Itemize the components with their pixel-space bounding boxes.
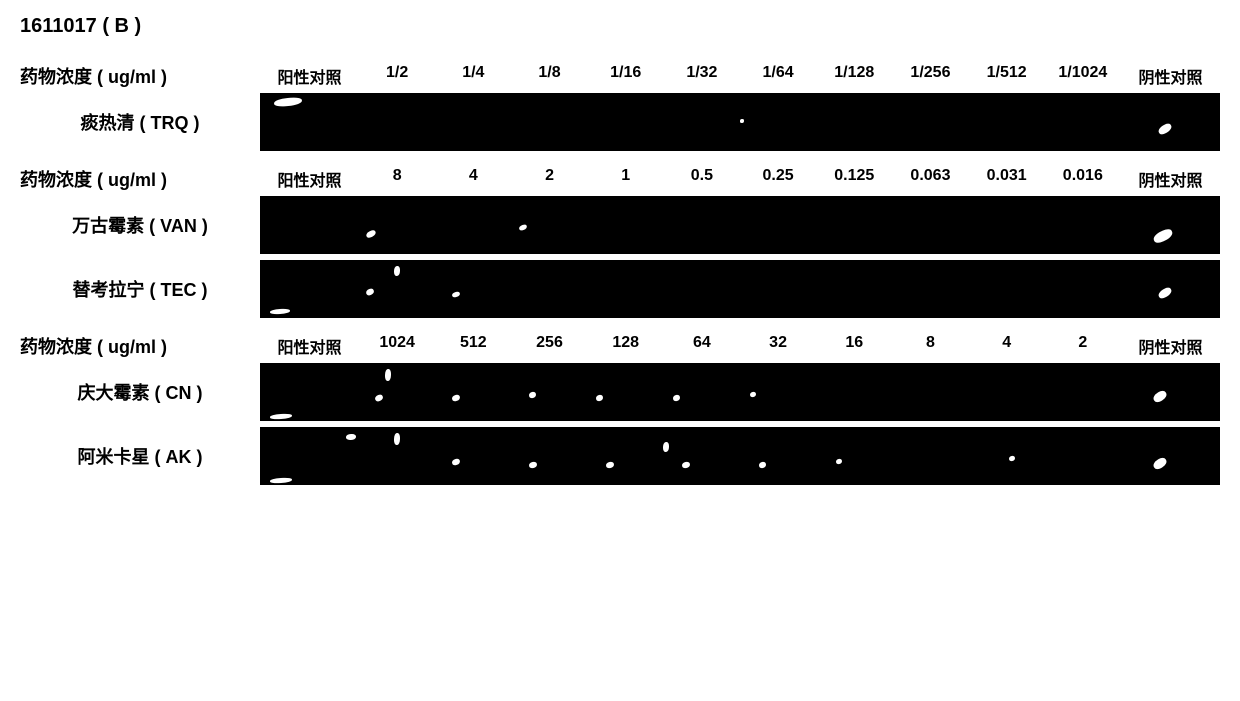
concentration-label: 药物浓度 ( ug/ml ) xyxy=(20,63,260,89)
drug-row: 阿米卡星 ( AK ) xyxy=(20,427,1220,485)
conc-column: 1/512 xyxy=(969,64,1045,88)
conc-column: 512 xyxy=(435,334,511,358)
speck xyxy=(836,458,843,464)
conc-column: 1/1024 xyxy=(1045,64,1121,88)
pos-control-header: 阳性对照 xyxy=(260,167,359,191)
conc-column: 0.5 xyxy=(664,167,740,191)
neg-control-header: 阴性对照 xyxy=(1121,334,1220,358)
speck xyxy=(374,394,384,402)
header-row: 药物浓度 ( ug/ml )阳性对照1024512256128643216842… xyxy=(20,333,1220,359)
speck xyxy=(1151,456,1168,471)
conc-column: 0.25 xyxy=(740,167,816,191)
drug-label: 替考拉宁 ( TEC ) xyxy=(20,276,260,302)
column-headers: 阳性对照1/21/41/81/161/321/641/1281/2561/512… xyxy=(260,64,1220,88)
drug-label: 痰热清 ( TRQ ) xyxy=(20,109,260,135)
drug-label: 庆大霉素 ( CN ) xyxy=(20,379,260,405)
speck xyxy=(759,461,767,468)
conc-column: 1/2 xyxy=(359,64,435,88)
speck xyxy=(1152,227,1174,245)
conc-column: 0.031 xyxy=(969,167,1045,191)
conc-column: 128 xyxy=(588,334,664,358)
conc-column: 4 xyxy=(969,334,1045,358)
speck xyxy=(394,266,400,276)
speck xyxy=(394,433,400,445)
well-strip xyxy=(260,363,1220,421)
speck xyxy=(1151,389,1168,404)
concentration-label: 药物浓度 ( ug/ml ) xyxy=(20,333,260,359)
conc-column: 0.063 xyxy=(892,167,968,191)
well-strip xyxy=(260,427,1220,485)
conc-column: 16 xyxy=(816,334,892,358)
conc-column: 2 xyxy=(511,167,587,191)
figure-title: 1611017 ( B ) xyxy=(20,15,1220,38)
speck xyxy=(451,458,460,466)
pos-control-header: 阳性对照 xyxy=(260,334,359,358)
conc-column: 8 xyxy=(359,167,435,191)
speck xyxy=(749,392,756,398)
speck xyxy=(365,229,377,239)
well-strip xyxy=(260,93,1220,151)
section: 药物浓度 ( ug/ml )阳性对照1/21/41/81/161/321/641… xyxy=(20,63,1220,151)
conc-column: 32 xyxy=(740,334,816,358)
speck xyxy=(528,391,536,398)
conc-column: 1/32 xyxy=(664,64,740,88)
conc-column: 1/4 xyxy=(435,64,511,88)
speck xyxy=(672,394,680,401)
conc-column: 1/64 xyxy=(740,64,816,88)
speck xyxy=(663,442,669,452)
drug-row: 万古霉素 ( VAN ) xyxy=(20,196,1220,254)
speck xyxy=(451,394,460,402)
speck xyxy=(269,477,291,483)
speck xyxy=(385,369,391,381)
speck xyxy=(740,119,744,123)
speck xyxy=(274,96,303,106)
conc-column: 1/8 xyxy=(511,64,587,88)
speck xyxy=(682,461,691,468)
conc-column: 1/128 xyxy=(816,64,892,88)
speck xyxy=(596,394,604,401)
concentration-label: 药物浓度 ( ug/ml ) xyxy=(20,166,260,192)
conc-column: 4 xyxy=(435,167,511,191)
neg-control-header: 阴性对照 xyxy=(1121,64,1220,88)
well-strip xyxy=(260,260,1220,318)
column-headers: 阳性对照1024512256128643216842阴性对照 xyxy=(260,334,1220,358)
speck xyxy=(451,291,460,298)
conc-column: 8 xyxy=(892,334,968,358)
speck xyxy=(528,461,537,468)
drug-label: 阿米卡星 ( AK ) xyxy=(20,443,260,469)
conc-column: 0.016 xyxy=(1045,167,1121,191)
speck xyxy=(605,461,614,468)
header-row: 药物浓度 ( ug/ml )阳性对照84210.50.250.1250.0630… xyxy=(20,166,1220,192)
speck xyxy=(1008,456,1015,462)
pos-control-header: 阳性对照 xyxy=(260,64,359,88)
well-strip xyxy=(260,196,1220,254)
conc-column: 1/256 xyxy=(892,64,968,88)
conc-column: 1024 xyxy=(359,334,435,358)
conc-column: 0.125 xyxy=(816,167,892,191)
section: 药物浓度 ( ug/ml )阳性对照84210.50.250.1250.0630… xyxy=(20,166,1220,318)
column-headers: 阳性对照84210.50.250.1250.0630.0310.016阴性对照 xyxy=(260,167,1220,191)
speck xyxy=(269,413,291,419)
conc-column: 1 xyxy=(588,167,664,191)
drug-row: 痰热清 ( TRQ ) xyxy=(20,93,1220,151)
neg-control-header: 阴性对照 xyxy=(1121,167,1220,191)
speck xyxy=(1157,122,1173,136)
speck xyxy=(365,288,375,296)
conc-column: 256 xyxy=(511,334,587,358)
conc-column: 2 xyxy=(1045,334,1121,358)
drug-row: 庆大霉素 ( CN ) xyxy=(20,363,1220,421)
header-row: 药物浓度 ( ug/ml )阳性对照1/21/41/81/161/321/641… xyxy=(20,63,1220,89)
speck xyxy=(519,224,528,231)
conc-column: 1/16 xyxy=(588,64,664,88)
speck xyxy=(1157,286,1173,300)
conc-column: 64 xyxy=(664,334,740,358)
drug-row: 替考拉宁 ( TEC ) xyxy=(20,260,1220,318)
section: 药物浓度 ( ug/ml )阳性对照1024512256128643216842… xyxy=(20,333,1220,485)
speck xyxy=(269,309,289,315)
drug-label: 万古霉素 ( VAN ) xyxy=(20,212,260,238)
speck xyxy=(346,434,356,440)
